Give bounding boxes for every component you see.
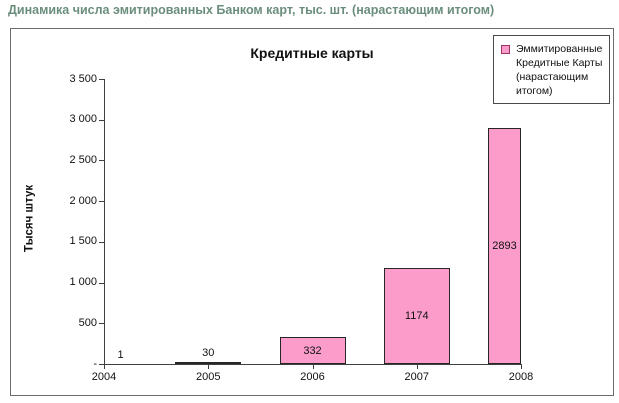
- bar-value-label: 1: [117, 348, 124, 361]
- y-tick-label: 1 000: [69, 276, 97, 289]
- bar-value-label: 2893: [492, 240, 517, 253]
- bar-value-label: 332: [303, 344, 322, 357]
- x-tick-label: 2007: [404, 371, 429, 383]
- chart-frame: Кредитные карты Эммитированные Кредитные…: [10, 28, 614, 396]
- x-tick-label: 2005: [196, 371, 221, 383]
- y-axis-line: [104, 79, 105, 364]
- y-tick-label: 1 500: [69, 235, 97, 248]
- y-axis-tick: [99, 282, 104, 284]
- y-axis-tick: [99, 79, 104, 80]
- x-tick-label: 2004: [91, 371, 117, 383]
- y-tick-label: 3 000: [69, 113, 97, 126]
- y-axis-title: Тысяч штук: [23, 184, 36, 253]
- x-axis-line: [104, 364, 522, 365]
- y-tick-label: 3 500: [69, 72, 97, 85]
- page-title: Динамика числа эмитированных Банком карт…: [8, 3, 495, 17]
- y-tick-label: 2 500: [69, 153, 97, 166]
- x-tick-label: 2008: [508, 371, 534, 383]
- chart-title: Кредитные карты: [250, 45, 374, 61]
- bar-value-label: 30: [202, 346, 215, 359]
- bar-value-label: 1174: [404, 310, 429, 323]
- legend-series-label: Эммитированные Кредитные Карты (нарастаю…: [516, 43, 603, 97]
- bar-2006: [279, 336, 346, 364]
- y-axis-tick: [99, 364, 104, 365]
- x-axis-tick: [104, 364, 105, 369]
- y-axis-tick: [99, 119, 104, 121]
- x-axis-tick: [312, 364, 314, 369]
- bar-2005: [175, 361, 242, 364]
- bar-2008: [488, 128, 521, 364]
- y-tick-label: -: [93, 357, 97, 370]
- y-axis-tick: [99, 241, 104, 243]
- x-axis-tick: [416, 364, 418, 369]
- x-tick-label: 2006: [300, 371, 325, 383]
- legend-series-marker-icon: [501, 45, 510, 54]
- x-axis-tick: [521, 364, 522, 369]
- y-axis-tick: [99, 160, 104, 162]
- y-tick-label: 2 000: [69, 194, 97, 207]
- legend-box: Эммитированные Кредитные Карты (нарастаю…: [493, 35, 610, 104]
- bar-2007: [383, 268, 450, 364]
- y-axis-tick: [99, 201, 104, 203]
- y-tick-label: 500: [78, 316, 97, 329]
- x-axis-tick: [208, 364, 210, 369]
- y-axis-tick: [99, 323, 104, 325]
